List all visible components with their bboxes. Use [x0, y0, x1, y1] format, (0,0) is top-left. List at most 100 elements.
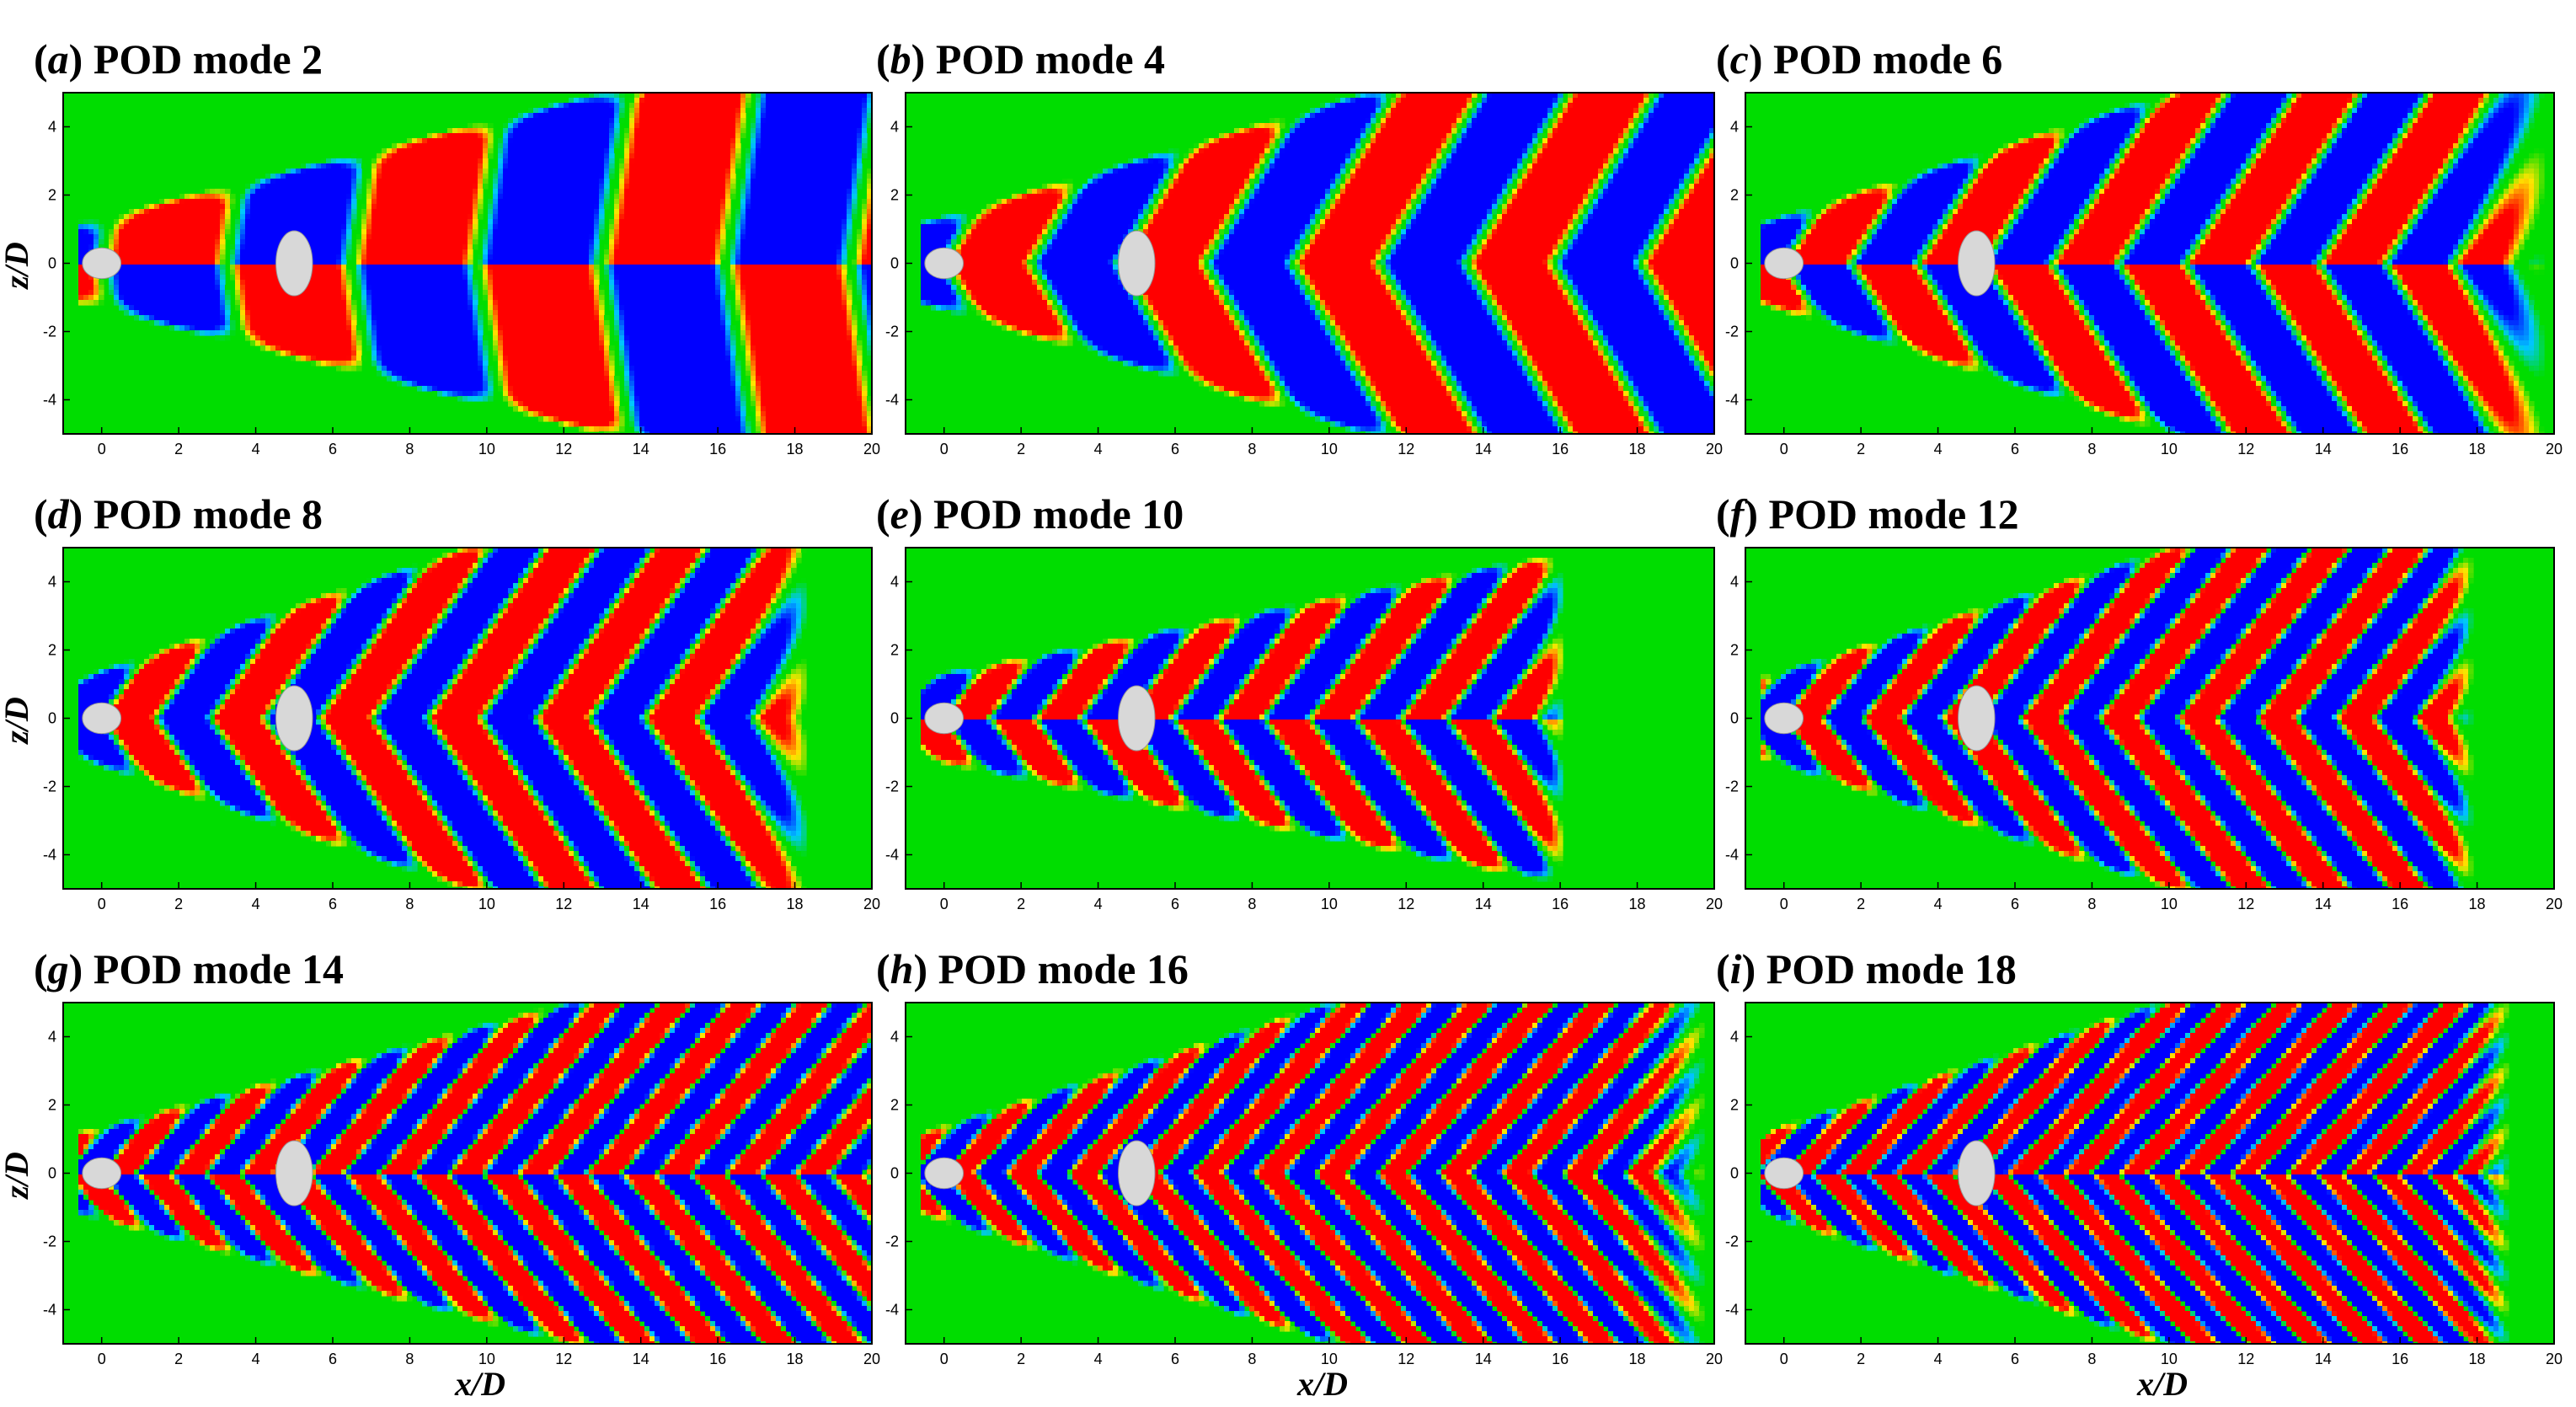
panel-letter: c	[1730, 35, 1749, 83]
y-tick-label: 0	[890, 1165, 899, 1182]
plot-frame	[906, 93, 1714, 434]
y-tick-label: 2	[890, 187, 899, 204]
y-axis-label: z/D	[0, 242, 34, 289]
cylinder-2	[276, 686, 313, 751]
x-tick-label: 4	[1094, 441, 1103, 457]
x-tick-label: 18	[787, 441, 804, 457]
plot-frame	[906, 1003, 1714, 1344]
cylinder-2	[276, 231, 313, 296]
x-tick-label: 18	[1629, 896, 1646, 912]
x-tick-label: 6	[1171, 1351, 1179, 1367]
y-tick-label: 2	[48, 1097, 56, 1114]
panel-title-e: (e) POD mode 10	[876, 493, 1184, 535]
y-tick-label: -4	[885, 392, 899, 409]
y-tick-label: 2	[1730, 187, 1739, 204]
x-tick-label: 8	[1248, 896, 1256, 912]
panel-title-g: (g) POD mode 14	[34, 948, 344, 990]
y-tick-label: -2	[1725, 324, 1739, 340]
y-tick-label: -2	[885, 778, 899, 795]
x-tick-label: 16	[1552, 896, 1569, 912]
plot-frame	[63, 93, 872, 434]
x-tick-label: 20	[2546, 441, 2563, 457]
y-tick-label: -2	[43, 778, 56, 795]
cylinder-2	[276, 1141, 313, 1206]
y-tick-label: 2	[48, 187, 56, 204]
panel-letter: d	[48, 490, 69, 538]
x-tick-label: 8	[405, 1351, 414, 1367]
contour-field	[1761, 93, 2545, 437]
y-tick-label: -2	[1725, 778, 1739, 795]
x-tick-label: 20	[863, 441, 880, 457]
x-tick-label: 6	[329, 1351, 337, 1367]
y-tick-label: 2	[890, 1097, 899, 1114]
x-tick-label: 0	[98, 1351, 106, 1367]
x-tick-label: 18	[1629, 441, 1646, 457]
y-tick-label: 4	[48, 1029, 56, 1046]
panel-title-f: (f) POD mode 12	[1716, 493, 2019, 535]
x-tick-label: 20	[2546, 896, 2563, 912]
x-tick-label: 2	[1857, 896, 1865, 912]
x-tick-label: 12	[1398, 1351, 1414, 1367]
y-tick-label: 0	[1730, 1165, 1739, 1182]
y-tick-label: -4	[43, 392, 56, 409]
y-tick-label: 0	[1730, 710, 1739, 727]
x-tick-label: 2	[1017, 1351, 1025, 1367]
y-tick-label: 4	[48, 574, 56, 591]
x-tick-label: 16	[1552, 441, 1569, 457]
x-tick-label: 10	[478, 896, 495, 912]
y-tick-label: 0	[48, 1165, 56, 1182]
x-tick-label: 12	[555, 441, 572, 457]
x-tick-label: 18	[2469, 896, 2486, 912]
y-tick-label: 0	[890, 255, 899, 272]
x-tick-label: 20	[1706, 1351, 1723, 1367]
x-tick-label: 0	[940, 1351, 949, 1367]
x-tick-label: 12	[2237, 441, 2254, 457]
x-tick-label: 16	[2392, 441, 2408, 457]
x-tick-label: 4	[252, 441, 260, 457]
field-background	[1745, 93, 2554, 434]
y-tick-label: -4	[43, 847, 56, 864]
contour-field	[78, 548, 807, 892]
x-tick-label: 10	[2161, 441, 2178, 457]
cylinder-1	[925, 248, 964, 278]
panel-letter: e	[890, 490, 909, 538]
y-tick-label: -4	[885, 1302, 899, 1319]
y-tick-label: 0	[48, 710, 56, 727]
x-tick-label: 12	[1398, 896, 1414, 912]
panel-title-b: (b) POD mode 4	[876, 38, 1165, 80]
x-tick-label: 8	[1248, 1351, 1256, 1367]
panel-title-text: POD mode 10	[933, 490, 1184, 538]
x-tick-label: 14	[2315, 441, 2332, 457]
x-tick-label: 4	[252, 1351, 260, 1367]
cylinder-1	[925, 703, 964, 733]
y-axis-label: z/D	[0, 1152, 34, 1199]
x-tick-label: 16	[2392, 1351, 2408, 1367]
x-tick-label: 4	[1094, 896, 1103, 912]
contour-field	[1761, 1003, 2509, 1347]
y-tick-label: 4	[890, 119, 899, 136]
x-tick-label: 0	[940, 441, 949, 457]
panel-title-c: (c) POD mode 6	[1716, 38, 2002, 80]
cylinder-1	[83, 248, 121, 278]
x-tick-label: 16	[709, 1351, 726, 1367]
cylinder-2	[1119, 686, 1155, 751]
plot-frame	[906, 548, 1714, 889]
field-background	[906, 1003, 1714, 1344]
x-tick-label: 6	[2011, 896, 2019, 912]
panel-letter: f	[1730, 490, 1745, 538]
plot-frame	[1745, 1003, 2554, 1344]
contour-field	[78, 93, 873, 437]
x-tick-label: 14	[1475, 441, 1492, 457]
x-tick-label: 0	[1780, 896, 1788, 912]
panel-title-text: POD mode 14	[94, 945, 344, 992]
x-tick-label: 4	[252, 896, 260, 912]
panel-letter: a	[48, 35, 69, 83]
cylinder-1	[925, 1158, 964, 1188]
contour-field	[921, 1003, 1705, 1347]
field-background	[906, 93, 1714, 434]
x-tick-label: 20	[2546, 1351, 2563, 1367]
